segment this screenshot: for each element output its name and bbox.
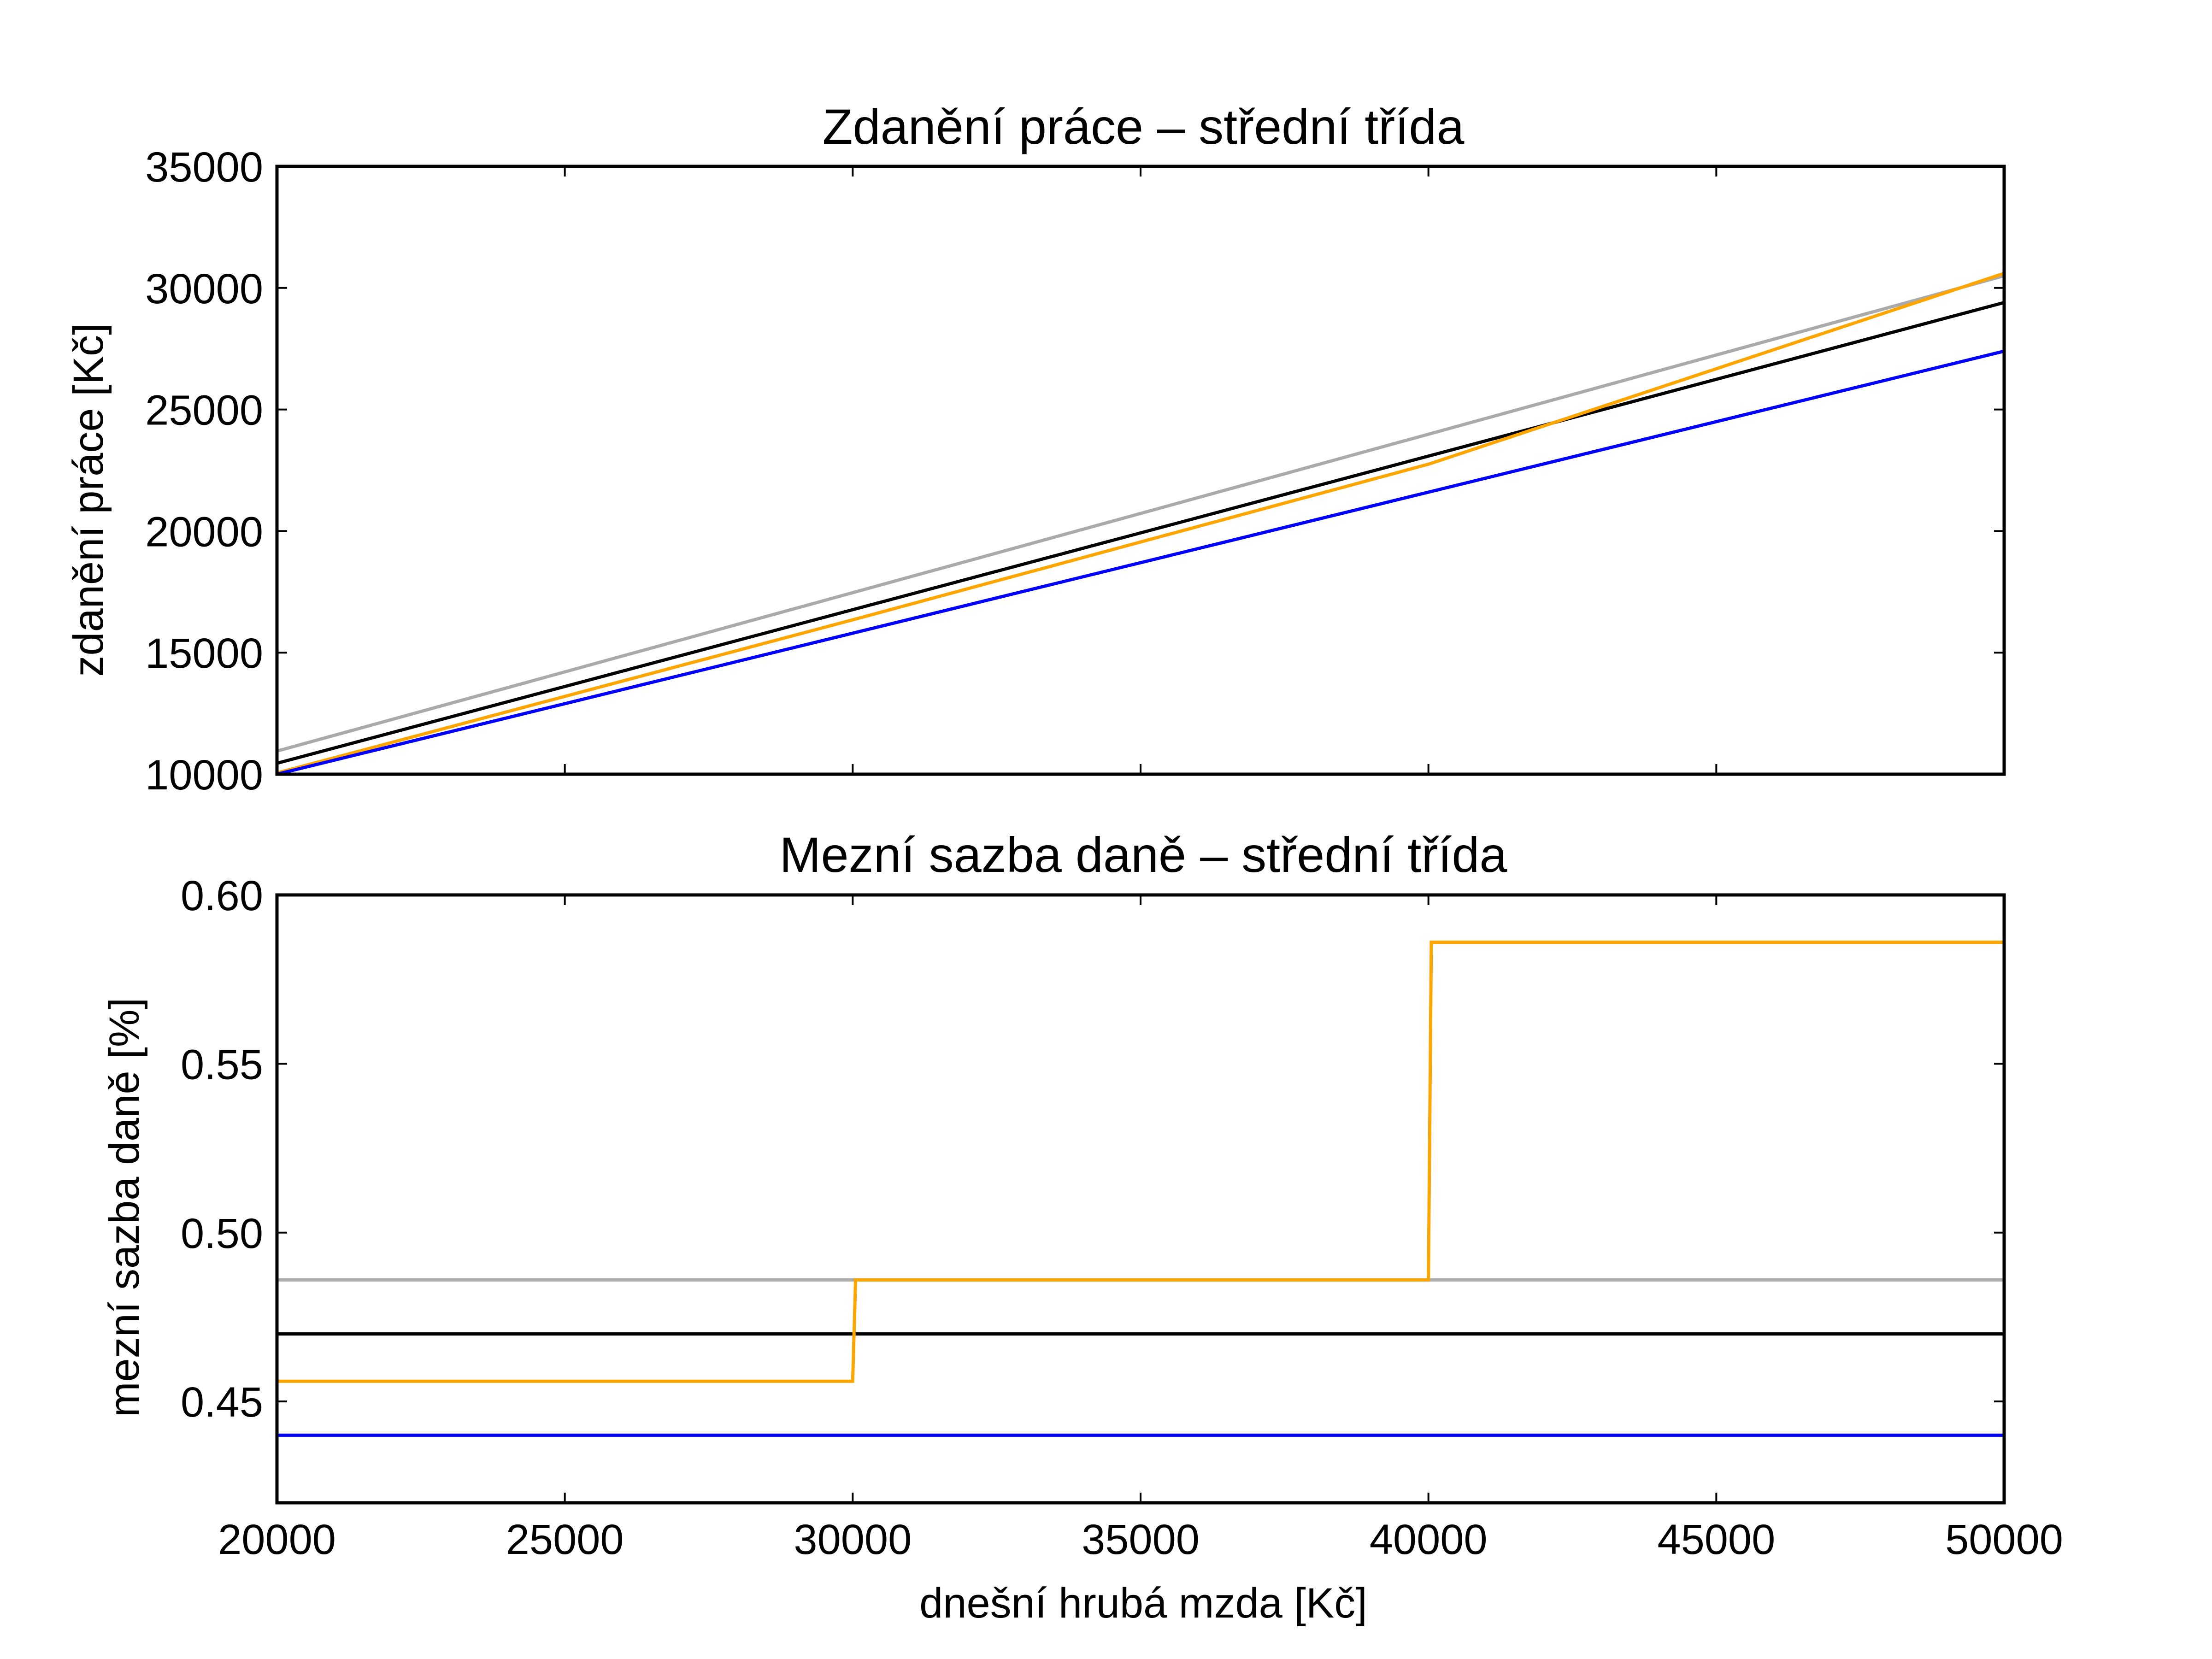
marginal-rate-y-tick-label: 0.55 xyxy=(181,1041,263,1088)
tax-burden-y-tick-label: 20000 xyxy=(145,508,263,555)
marginal-rate-y-tick-label: 0.45 xyxy=(181,1379,263,1426)
tax-burden-y-tick-label: 35000 xyxy=(145,144,263,191)
tax-burden-panel: Zdanění práce – střední třída zdanění pr… xyxy=(65,99,2006,799)
marginal-rate-title: Mezní sazba daně – střední třída xyxy=(780,827,1508,882)
tax-burden-series-line-3 xyxy=(276,271,2005,775)
marginal-rate-y-axis-label: mezní sazba daně [%] xyxy=(101,998,148,1417)
marginal-rate-x-tick-label: 40000 xyxy=(1370,1516,1488,1563)
marginal-rate-x-tick-label: 45000 xyxy=(1657,1516,1775,1563)
marginal-rate-x-tick-label: 50000 xyxy=(1945,1516,2063,1563)
marginal-rate-x-tick-label: 35000 xyxy=(1082,1516,1200,1563)
marginal-rate-y-tick-label: 0.50 xyxy=(181,1210,263,1257)
marginal-rate-plot-frame xyxy=(275,893,2006,1505)
tax-burden-series-line-2 xyxy=(276,301,2005,765)
tax-burden-plot-frame xyxy=(275,165,2006,776)
marginal-rate-panel: Mezní sazba daně – střední třída mezní s… xyxy=(101,827,2063,1627)
marginal-rate-x-tick-label: 30000 xyxy=(794,1516,912,1563)
tax-burden-series-line-1 xyxy=(276,274,2005,753)
tax-burden-ticks: 10000 15000 20000 25000 30000 35000 xyxy=(145,144,2005,799)
tax-burden-title: Zdanění práce – střední třída xyxy=(823,99,1465,154)
tax-burden-y-tick-label: 10000 xyxy=(145,752,263,799)
marginal-rate-series-line-3 xyxy=(277,941,2004,1383)
tax-burden-y-axis-label: zdanění práce [Kč] xyxy=(65,323,112,677)
marginal-rate-x-tick-label: 25000 xyxy=(506,1516,624,1563)
tax-burden-series xyxy=(276,271,2005,776)
tax-burden-series-line-4 xyxy=(276,349,2005,776)
tax-burden-y-tick-label: 15000 xyxy=(145,630,263,677)
marginal-rate-ticks: 20000 25000 30000 35000 40000 45000 50000 0.45 0… xyxy=(181,872,2063,1563)
marginal-rate-x-axis-label: dnešní hrubá mzda [Kč] xyxy=(919,1580,1367,1627)
tax-burden-y-tick-label: 25000 xyxy=(145,387,263,434)
marginal-rate-y-tick-label: 0.60 xyxy=(181,872,263,919)
tax-burden-y-tick-label: 30000 xyxy=(145,265,263,312)
marginal-rate-x-tick-label: 20000 xyxy=(218,1516,336,1563)
marginal-rate-series xyxy=(277,941,2004,1437)
